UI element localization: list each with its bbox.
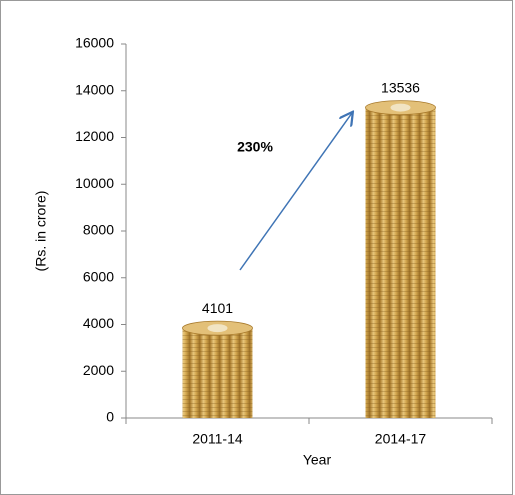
y-tick-label: 10000 [75,175,114,191]
bar [182,328,253,418]
y-tick-label: 14000 [75,81,114,97]
y-tick-label: 4000 [83,315,114,331]
y-tick-label: 8000 [83,222,114,238]
y-tick-label: 12000 [75,128,114,144]
coin-shine [207,324,228,333]
coin-shine [390,103,411,112]
bar [365,107,436,418]
y-tick-label: 0 [106,409,114,425]
y-tick-label: 16000 [75,35,114,51]
value-label: 13536 [381,79,420,95]
y-axis-label: (Rs. in crore) [33,191,49,272]
x-axis-label: Year [303,452,332,468]
x-tick-label: 2011-14 [192,431,243,447]
x-tick-label: 2014-17 [375,431,427,447]
value-label: 4101 [202,300,233,316]
growth-annotation: 230% [237,139,273,155]
y-tick-label: 2000 [83,362,114,378]
y-tick-label: 6000 [83,268,114,284]
growth-arrow [239,113,352,271]
